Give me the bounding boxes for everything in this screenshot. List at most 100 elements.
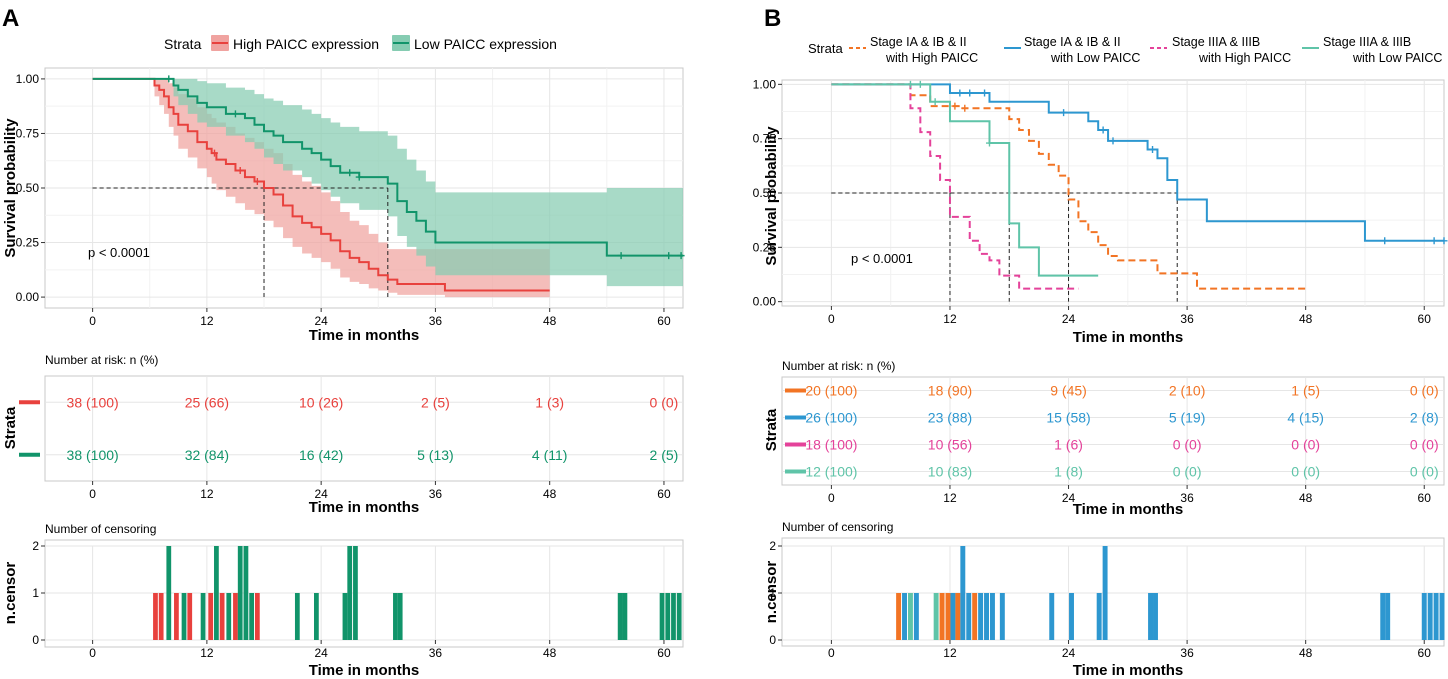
risk-cell: 2 (5): [650, 447, 679, 463]
x-tick-label: 0: [89, 314, 96, 328]
risk-b-x-ticks: 0 12 24 36 48 60: [828, 485, 1431, 505]
risk-b-rows: 20 (100) 18 (90) 9 (45) 2 (10) 1 (5) 0 (0) 26 …: [805, 383, 1438, 480]
panel-a: A Strata High PAICC expression Low PAICC…: [2, 5, 685, 679]
censor-bar: [907, 593, 913, 640]
risk-cell: 0 (0): [1410, 464, 1439, 480]
risk-cell: 12 (100): [805, 464, 857, 480]
km-plot-a: 0.00 0.25 0.50 0.75 1.00 0 12 24 36 48 60 p < 0.0…: [2, 67, 685, 344]
censor-bar: [659, 593, 665, 640]
censor-bar: [208, 593, 214, 640]
risk-cell: 23 (88): [928, 410, 972, 426]
censor-mark: [165, 75, 173, 83]
censor-bar: [1102, 546, 1108, 640]
panel-a-letter: A: [2, 5, 19, 32]
censor-bar: [187, 593, 193, 640]
risk-b-grid: [782, 377, 1444, 485]
risk-b-strata-keys: [785, 388, 806, 474]
x-tick-label: 24: [1062, 646, 1076, 660]
x-tick-label: 12: [943, 312, 957, 326]
km-a-ylabel: Survival probability: [2, 118, 19, 258]
x-tick-label: 60: [1418, 312, 1432, 326]
censor-bar: [214, 546, 219, 640]
x-tick-label: 0: [828, 312, 835, 326]
censor-mark: [956, 89, 964, 97]
censor-bar: [226, 593, 232, 640]
censor-bar: [233, 593, 238, 640]
risk-b-ylabel: Strata: [763, 408, 780, 451]
censor-bar: [676, 593, 682, 640]
y-tick-label: 1.00: [16, 72, 40, 86]
censor-a-grid: [45, 545, 683, 641]
risk-cell: 20 (100): [805, 383, 857, 399]
censor-b-bars: [896, 546, 1445, 640]
censor-mark: [931, 98, 939, 106]
legend-b-label-1b: with High PAICC: [885, 51, 978, 65]
risk-a-panel: [44, 375, 684, 482]
censor-bar: [200, 593, 206, 640]
risk-cell: 0 (0): [1291, 437, 1320, 453]
x-tick-label: 12: [200, 646, 214, 660]
censor-bar: [1380, 593, 1386, 640]
x-tick-label: 12: [200, 487, 214, 501]
x-tick-label: 60: [1418, 646, 1432, 660]
x-tick-label: 24: [314, 314, 328, 328]
censor-a-y-ticks: 0 1 2: [32, 539, 45, 647]
censor-bar: [1421, 593, 1427, 640]
km-a-x-ticks: 0 12 24 36 48 60: [89, 308, 671, 328]
censor-bar: [393, 593, 398, 640]
km-b-ylabel: Survival probability: [763, 126, 780, 266]
km-b-median-lines: [831, 192, 1178, 302]
km-a-y-ticks: 0.00 0.25 0.50 0.75 1.00: [16, 72, 45, 304]
km-b-xlabel: Time in months: [1073, 329, 1184, 346]
censor-mark: [1430, 237, 1438, 245]
censor-bar: [153, 593, 158, 640]
censor-bar: [960, 546, 966, 640]
km-b-y-ticks: 0.00 0.25 0.50 0.75 1.00: [753, 77, 782, 309]
x-tick-label: 48: [543, 314, 557, 328]
risk-cell: 15 (58): [1046, 410, 1090, 426]
panel-b-letter: B: [764, 5, 781, 32]
censor-a-title: Number of censoring: [45, 522, 156, 536]
censor-plot-a: Number of censoring 012 0 12 24 36 48 60 Time…: [2, 522, 684, 679]
censor-bar: [989, 593, 995, 640]
risk-cell: 26 (100): [805, 410, 857, 426]
censor-bar: [955, 593, 961, 640]
y-tick-label: 0: [32, 633, 39, 647]
censor-bar: [314, 593, 319, 640]
censor-mark: [985, 139, 993, 147]
risk-a-ylabel: Strata: [2, 406, 19, 449]
censor-bar: [617, 593, 623, 640]
censor-mark: [1149, 146, 1157, 154]
y-tick-label: 0.25: [16, 236, 40, 250]
censor-mark: [966, 89, 974, 97]
censor-bar: [254, 593, 260, 640]
legend-b-label-1a: Stage IA & IB & II: [870, 35, 967, 49]
risk-cell: 1 (6): [1054, 437, 1083, 453]
x-tick-label: 24: [1062, 312, 1076, 326]
risk-cell: 0 (0): [1173, 437, 1202, 453]
legend-a-label-high: High PAICC expression: [233, 36, 379, 52]
risk-cell: 1 (5): [1291, 383, 1320, 399]
legend-a-title: Strata: [164, 36, 202, 52]
censor-bar: [1049, 593, 1055, 640]
y-tick-label: 0.75: [16, 126, 40, 140]
legend-a-label-low: Low PAICC expression: [414, 36, 557, 52]
risk-a-title: Number at risk: n (%): [45, 353, 158, 367]
risk-cell: 0 (0): [1173, 464, 1202, 480]
censor-bar: [978, 593, 984, 640]
censor-mark: [253, 177, 261, 185]
risk-cell: 18 (100): [805, 437, 857, 453]
x-tick-label: 0: [89, 646, 96, 660]
risk-cell: 4 (11): [532, 447, 568, 463]
censor-bar: [243, 546, 249, 640]
x-tick-label: 24: [1062, 491, 1076, 505]
censor-mark: [951, 102, 959, 110]
risk-table-b: Number at risk: n (%) 20 (100) 18 (90) 9 (…: [763, 359, 1445, 518]
x-tick-label: 0: [828, 646, 835, 660]
risk-cell: 18 (90): [928, 383, 972, 399]
censor-bar: [1427, 593, 1433, 640]
x-tick-label: 48: [1299, 646, 1313, 660]
censor-bar: [950, 593, 956, 640]
x-tick-label: 36: [1180, 646, 1194, 660]
censor-b-title: Number of censoring: [782, 520, 893, 534]
